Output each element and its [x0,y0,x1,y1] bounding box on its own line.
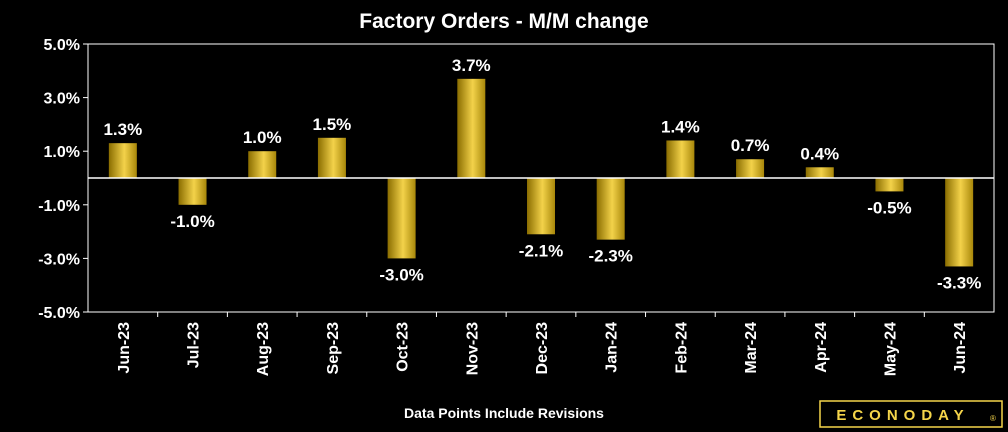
data-labels: 1.3% -1.0% 1.0% 1.5% -3.0% 3.7% -2.1% -2.3% 1.4%… [103,56,981,293]
x-tick-label: Sep-23 [325,322,342,375]
bar-apr-24 [805,167,834,178]
data-label: 1.4% [661,117,700,136]
econoday-logo: ECONODAY ® [819,400,1003,428]
logo-registered-mark: ® [990,414,996,423]
y-axis: 5.0% 3.0% 1.0% -1.0% -3.0% -5.0% [38,37,88,322]
data-label: -2.1% [519,241,563,260]
x-axis-title: Data Points Include Revisions [404,405,604,421]
bar-jun-24 [945,178,974,267]
x-tick-label: Jan-24 [604,322,621,373]
x-axis: Jun-23 Jul-23 Aug-23 Sep-23 Oct-23 Nov-23 Dec-… [116,312,969,376]
data-label: 0.7% [731,136,770,155]
data-label: -3.0% [379,265,423,284]
x-tick-label: Apr-24 [813,322,830,373]
bar-dec-23 [527,178,555,235]
x-tick-label: Jun-24 [952,322,969,374]
y-tick-label: 3.0% [44,91,80,108]
bar-nov-23 [457,78,486,178]
data-label: 3.7% [452,56,491,75]
y-tick-label: -1.0% [38,198,80,215]
x-tick-label: Nov-23 [464,322,481,375]
y-tick-label: -3.0% [38,251,80,268]
data-label: 1.0% [243,128,282,147]
chart-title: Factory Orders - M/M change [359,10,648,33]
x-tick-label: Jul-23 [186,322,203,368]
x-tick-label: Mar-24 [743,322,760,374]
x-tick-label: May-24 [882,322,899,376]
data-label: -2.3% [588,247,632,266]
data-label: 0.4% [800,144,839,163]
data-label: 1.3% [103,120,142,139]
bar-jun-23 [108,143,137,178]
data-label: -0.5% [867,198,911,217]
data-label: 1.5% [313,115,352,134]
bar-oct-23 [387,178,416,259]
x-tick-label: Dec-23 [534,322,551,375]
y-tick-label: -5.0% [38,305,80,322]
data-label: -3.3% [937,273,981,292]
logo-text: ECONODAY [836,407,969,424]
bar-sep-23 [317,137,346,178]
bar-feb-24 [666,140,695,178]
x-tick-label: Feb-24 [673,322,690,374]
bar-jan-24 [596,178,625,240]
y-tick-label: 5.0% [44,37,80,54]
data-label: -1.0% [170,212,214,231]
x-tick-label: Aug-23 [255,322,272,376]
x-tick-label: Jun-23 [116,322,133,374]
x-tick-label: Oct-23 [395,322,412,372]
bar-jul-23 [178,178,207,205]
bar-series [108,78,974,267]
bar-may-24 [875,178,904,192]
bar-mar-24 [736,159,765,178]
bar-aug-23 [248,151,277,178]
y-tick-label: 1.0% [44,144,80,161]
